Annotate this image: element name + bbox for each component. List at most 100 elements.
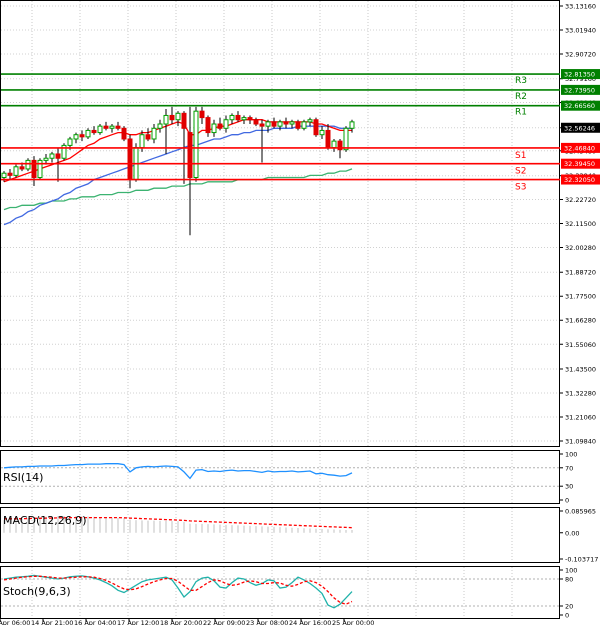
- price-axis-tick-label: 31.88720: [565, 269, 596, 277]
- time-label: 14 Apr 21:00: [31, 619, 73, 625]
- rsi-panel: 100 70 30 0 RSI(14): [0, 450, 577, 505]
- candle-body: [115, 125, 121, 129]
- candle-body: [19, 166, 25, 170]
- ma-slow-line: [3, 168, 353, 211]
- level-price-label: 32.73950: [564, 86, 595, 94]
- level-name-r1: R1: [515, 108, 527, 118]
- time-label: 13 Apr 06:00: [0, 619, 30, 625]
- rsi-axis-tick-label: 30: [565, 483, 573, 491]
- level-name-s2: S2: [515, 167, 526, 177]
- candle-body: [85, 129, 91, 138]
- candle-body: [121, 127, 127, 140]
- candle-body: [205, 117, 211, 134]
- candle-body: [1, 172, 7, 179]
- level-price-tag: [561, 84, 600, 95]
- candle-body: [163, 114, 169, 125]
- level-price-tag: [561, 158, 600, 169]
- level-name-s1: S1: [515, 151, 526, 161]
- time-label: 17 Apr 12:00: [117, 619, 159, 625]
- price-axis-tick-label: 32.90720: [565, 51, 596, 59]
- price-panel: 33.1316033.0194032.9072032.7916032.68040…: [0, 0, 600, 447]
- price-axis-tick-label: 31.09840: [565, 438, 596, 446]
- price-axis-tick-label: 32.11500: [565, 220, 596, 228]
- macd-axis-tick-label: 0.085965: [565, 508, 596, 516]
- candle-body: [259, 123, 265, 127]
- candle-body: [343, 127, 349, 151]
- candle-body: [307, 119, 313, 123]
- macd-panel-border: [0, 507, 560, 563]
- price-axis-tick-label: 31.66280: [565, 317, 596, 325]
- candle-body: [43, 157, 49, 161]
- macd-signal-line: [4, 516, 353, 529]
- candle-body: [109, 125, 115, 129]
- stoch-title: Stoch(9,6,3): [3, 585, 71, 598]
- current-price-tag: [561, 122, 600, 133]
- candle-body: [187, 132, 193, 179]
- level-name-r2: R2: [515, 92, 527, 102]
- candle-body: [253, 119, 259, 125]
- candle-body: [67, 138, 73, 146]
- candle-body: [223, 119, 229, 129]
- candle-body: [103, 125, 109, 129]
- level-price-label: 32.66560: [564, 102, 595, 110]
- candle-body: [169, 114, 175, 121]
- candle-body: [199, 110, 205, 119]
- current-price-label: 32.56246: [564, 124, 595, 132]
- candle-body: [241, 117, 247, 121]
- macd-panel: 0.085965 0.00 -0.103717 MACD(12,26,9): [0, 507, 598, 564]
- candle-body: [295, 121, 301, 129]
- level-price-label: 32.81350: [564, 71, 595, 79]
- price-axis-tick-label: 31.55060: [565, 341, 596, 349]
- price-axis-tick-label: 33.13160: [565, 3, 596, 11]
- stoch-axis-tick-label: 100: [565, 567, 577, 575]
- candle-body: [349, 121, 355, 129]
- level-price-label: 32.32050: [564, 176, 595, 184]
- candle-body: [79, 134, 85, 138]
- candle-body: [139, 134, 145, 149]
- candle-body: [331, 140, 337, 149]
- level-price-label: 32.46840: [564, 144, 595, 152]
- candle-body: [37, 159, 43, 179]
- candle-body: [157, 123, 163, 129]
- candle-body: [31, 159, 37, 179]
- candle-body: [265, 121, 271, 127]
- candle-body: [277, 121, 283, 127]
- candle-body: [325, 129, 331, 149]
- time-label: 25 Apr 00:00: [332, 619, 374, 625]
- time-label: 24 Apr 16:00: [289, 619, 331, 625]
- rsi-axis-tick-label: 0: [565, 497, 569, 505]
- rsi-line: [3, 463, 353, 480]
- rsi-axis-tick-label: 100: [565, 451, 577, 459]
- candle-body: [127, 138, 133, 181]
- price-axis-tick-label: 32.79160: [565, 75, 596, 83]
- candle-body: [271, 121, 277, 127]
- price-axis-tick-label: 32.22720: [565, 196, 596, 204]
- candle-body: [145, 134, 151, 140]
- stoch-panel-border: [0, 566, 560, 619]
- rsi-axis-tick-label: 70: [565, 464, 573, 472]
- level-price-tag: [561, 69, 600, 80]
- macd-title: MACD(12,26,9): [3, 514, 87, 527]
- candle-body: [289, 121, 295, 125]
- candle-body: [229, 114, 235, 121]
- candle-body: [97, 125, 103, 134]
- candle-body: [25, 159, 31, 170]
- candle-body: [61, 144, 67, 159]
- level-price-tag: [561, 142, 600, 153]
- price-axis-tick-label: 31.43500: [565, 365, 596, 373]
- candle-body: [319, 129, 325, 136]
- time-label: 16 Apr 04:00: [74, 619, 116, 625]
- time-label: 23 Apr 08:00: [246, 619, 288, 625]
- price-axis-tick-label: 31.21060: [565, 413, 596, 421]
- ma-medium-line: [3, 125, 352, 226]
- stoch-axis-tick-label: 80: [565, 576, 573, 584]
- level-price-tag: [561, 174, 600, 185]
- candle-body: [91, 129, 97, 134]
- candle-body: [7, 172, 13, 176]
- candle-body: [193, 110, 199, 179]
- level-name-s3: S3: [515, 183, 526, 193]
- candle-body: [235, 114, 241, 121]
